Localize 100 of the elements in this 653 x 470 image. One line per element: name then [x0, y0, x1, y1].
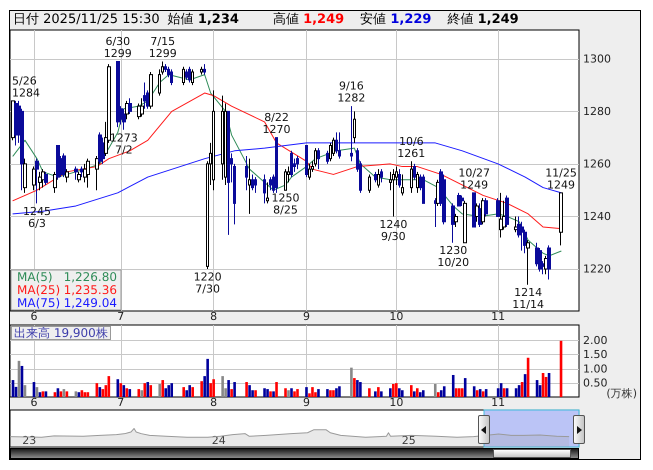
bar — [332, 390, 335, 397]
candlestick — [188, 66, 191, 84]
bar — [458, 388, 461, 397]
candlestick — [191, 68, 194, 86]
bar — [500, 383, 502, 397]
candlestick — [53, 171, 57, 194]
bar — [548, 373, 550, 397]
bar — [311, 387, 314, 397]
bar — [18, 360, 20, 397]
text: MA(25) — [17, 283, 60, 297]
candlestick — [95, 156, 99, 191]
bar — [374, 391, 377, 397]
candlestick — [451, 202, 455, 244]
candlestick — [368, 174, 371, 194]
bar — [20, 366, 24, 397]
bar — [350, 368, 353, 397]
bar — [143, 383, 146, 397]
bar — [353, 378, 356, 397]
bar — [98, 387, 102, 397]
candlestick — [149, 72, 153, 110]
y-tick-label: 1220 — [583, 262, 611, 276]
bar — [460, 388, 464, 397]
bar — [526, 358, 530, 397]
candlestick — [380, 168, 383, 183]
bar — [287, 390, 290, 397]
candlestick — [326, 150, 329, 164]
bar — [440, 390, 443, 397]
bar — [418, 392, 422, 397]
candlestick — [245, 156, 248, 191]
bar — [32, 382, 36, 397]
annotation: 1214 11/14 — [512, 286, 544, 312]
bar — [356, 380, 359, 397]
candlestick — [350, 106, 353, 162]
bar — [164, 388, 168, 397]
text: 高値 1,249 — [272, 12, 344, 27]
candlestick — [77, 171, 81, 183]
bar — [482, 391, 484, 397]
candlestick — [74, 166, 78, 180]
text: MA(75) — [17, 296, 60, 310]
bar — [62, 389, 66, 397]
bar — [24, 385, 26, 397]
annotation: 6/30 1299 — [104, 35, 132, 60]
bar — [359, 382, 362, 397]
bar — [560, 340, 562, 397]
bar — [329, 390, 332, 397]
candlestick — [248, 158, 251, 214]
candlestick — [44, 171, 48, 186]
candlestick — [410, 160, 413, 194]
bar — [84, 392, 86, 397]
text: 安値 1,229 — [360, 12, 432, 27]
bar — [230, 389, 233, 397]
bar — [122, 385, 126, 397]
bar — [188, 385, 191, 397]
candlestick — [305, 145, 308, 178]
candlestick — [296, 156, 299, 170]
bar — [442, 386, 446, 397]
bar — [38, 392, 42, 397]
bar — [191, 387, 194, 397]
bar — [506, 388, 508, 397]
bar — [74, 391, 78, 397]
text: 始値 1,234 — [168, 12, 239, 27]
bar — [392, 384, 395, 397]
bar — [368, 388, 371, 397]
x-tick-label: 11 — [491, 396, 506, 409]
candlestick — [125, 100, 129, 120]
candlestick — [290, 150, 293, 178]
x-tick-label: 6 — [30, 310, 38, 323]
candlestick — [434, 198, 437, 228]
candlestick — [62, 152, 66, 178]
bar — [502, 388, 506, 397]
text: 終値 1,249 — [447, 12, 519, 27]
bar — [338, 386, 341, 397]
bar — [484, 389, 488, 397]
bar — [263, 388, 266, 397]
y-tick-label: 0.50 — [583, 376, 608, 390]
bar — [542, 373, 544, 397]
y-axis-title: (万株) — [606, 387, 638, 400]
candlestick — [269, 176, 272, 191]
candlestick — [422, 174, 425, 204]
bar — [544, 376, 548, 397]
bar — [86, 392, 90, 397]
bar — [520, 382, 524, 397]
y-tick-label: 1.50 — [583, 348, 608, 362]
bar — [80, 390, 84, 397]
candlestick — [266, 182, 269, 204]
annotation: 5/26 1284 — [12, 74, 40, 100]
x-tick-label: 10 — [389, 396, 404, 409]
bar — [452, 374, 455, 397]
candlestick — [128, 98, 132, 115]
candlestick — [514, 216, 518, 233]
bar — [42, 391, 44, 397]
annotation: 1220 7/30 — [194, 270, 222, 296]
annotation: 1,226.80 — [64, 270, 117, 284]
bar — [182, 387, 185, 397]
bar — [296, 389, 299, 397]
candlestick — [200, 66, 203, 76]
candlestick — [496, 198, 500, 217]
candlestick — [284, 168, 287, 191]
bar — [170, 383, 174, 397]
candlestick — [185, 68, 188, 80]
